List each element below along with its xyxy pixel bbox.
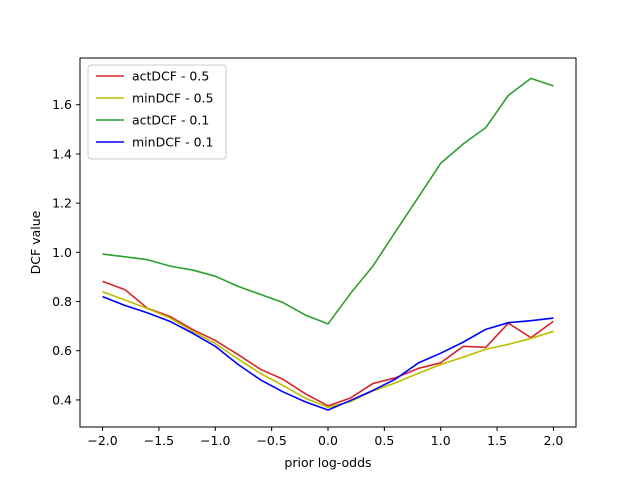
y-axis-label: DCF value bbox=[28, 210, 43, 274]
x-tick-label: −2.0 bbox=[87, 433, 117, 448]
x-tick-label: −1.0 bbox=[200, 433, 230, 448]
legend: actDCF - 0.5 minDCF - 0.5 actDCF - 0.1 minD… bbox=[87, 64, 227, 160]
series-line-mindcf-0-1 bbox=[102, 295, 554, 411]
legend-label-actdcf-0-1: actDCF - 0.1 bbox=[132, 113, 209, 128]
legend-label-mindcf-0-1: minDCF - 0.1 bbox=[132, 135, 213, 150]
y-axis: 0.4 0.6 0.8 1.0 1.2 1.4 1.6 bbox=[52, 97, 80, 407]
x-tick-label: 2.0 bbox=[544, 433, 564, 448]
x-tick-label: −0.5 bbox=[256, 433, 286, 448]
x-tick-label: −1.5 bbox=[144, 433, 174, 448]
legend-label-actdcf-0-5: actDCF - 0.5 bbox=[132, 69, 209, 84]
y-tick-label: 1.6 bbox=[52, 97, 72, 112]
x-axis: −2.0 −1.5 −1.0 −0.5 0.0 0.5 1.0 1.5 2.0 bbox=[87, 427, 563, 448]
y-tick-label: 0.8 bbox=[52, 294, 72, 309]
x-tick-label: 1.5 bbox=[487, 433, 507, 448]
x-axis-label: prior log-odds bbox=[284, 455, 371, 470]
y-tick-label: 0.6 bbox=[52, 343, 72, 358]
series-layer bbox=[102, 77, 554, 411]
series-line-actdcf-0-1 bbox=[102, 77, 554, 325]
legend-box bbox=[87, 64, 227, 160]
x-tick-label: 1.0 bbox=[431, 433, 451, 448]
x-tick-label: 0.5 bbox=[374, 433, 394, 448]
series-line-mindcf-0-5 bbox=[102, 290, 554, 409]
series-line-actdcf-0-5 bbox=[102, 280, 554, 407]
y-tick-label: 1.0 bbox=[52, 245, 72, 260]
y-tick-label: 1.2 bbox=[52, 196, 72, 211]
y-tick-label: 0.4 bbox=[52, 392, 72, 407]
y-tick-label: 1.4 bbox=[52, 146, 72, 161]
legend-label-mindcf-0-5: minDCF - 0.5 bbox=[132, 91, 213, 106]
x-tick-label: 0.0 bbox=[318, 433, 338, 448]
